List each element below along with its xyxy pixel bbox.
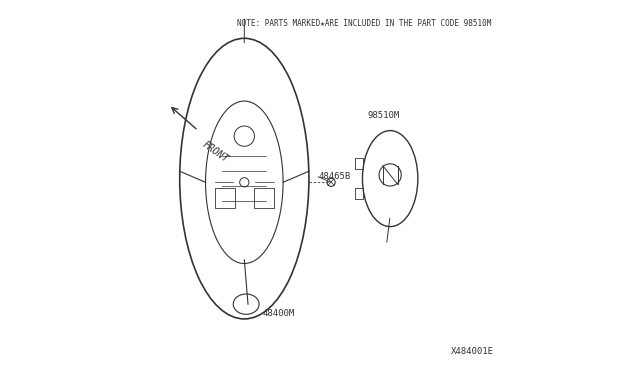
Text: NOTE: PARTS MARKED★ARE INCLUDED IN THE PART CODE 98510M: NOTE: PARTS MARKED★ARE INCLUDED IN THE P… bbox=[237, 19, 492, 28]
Text: X484001E: X484001E bbox=[451, 347, 493, 356]
Text: 98510M: 98510M bbox=[368, 111, 400, 121]
Text: FRONT: FRONT bbox=[200, 140, 230, 165]
Text: 48400M: 48400M bbox=[263, 309, 295, 318]
Text: 48465B: 48465B bbox=[318, 172, 351, 181]
